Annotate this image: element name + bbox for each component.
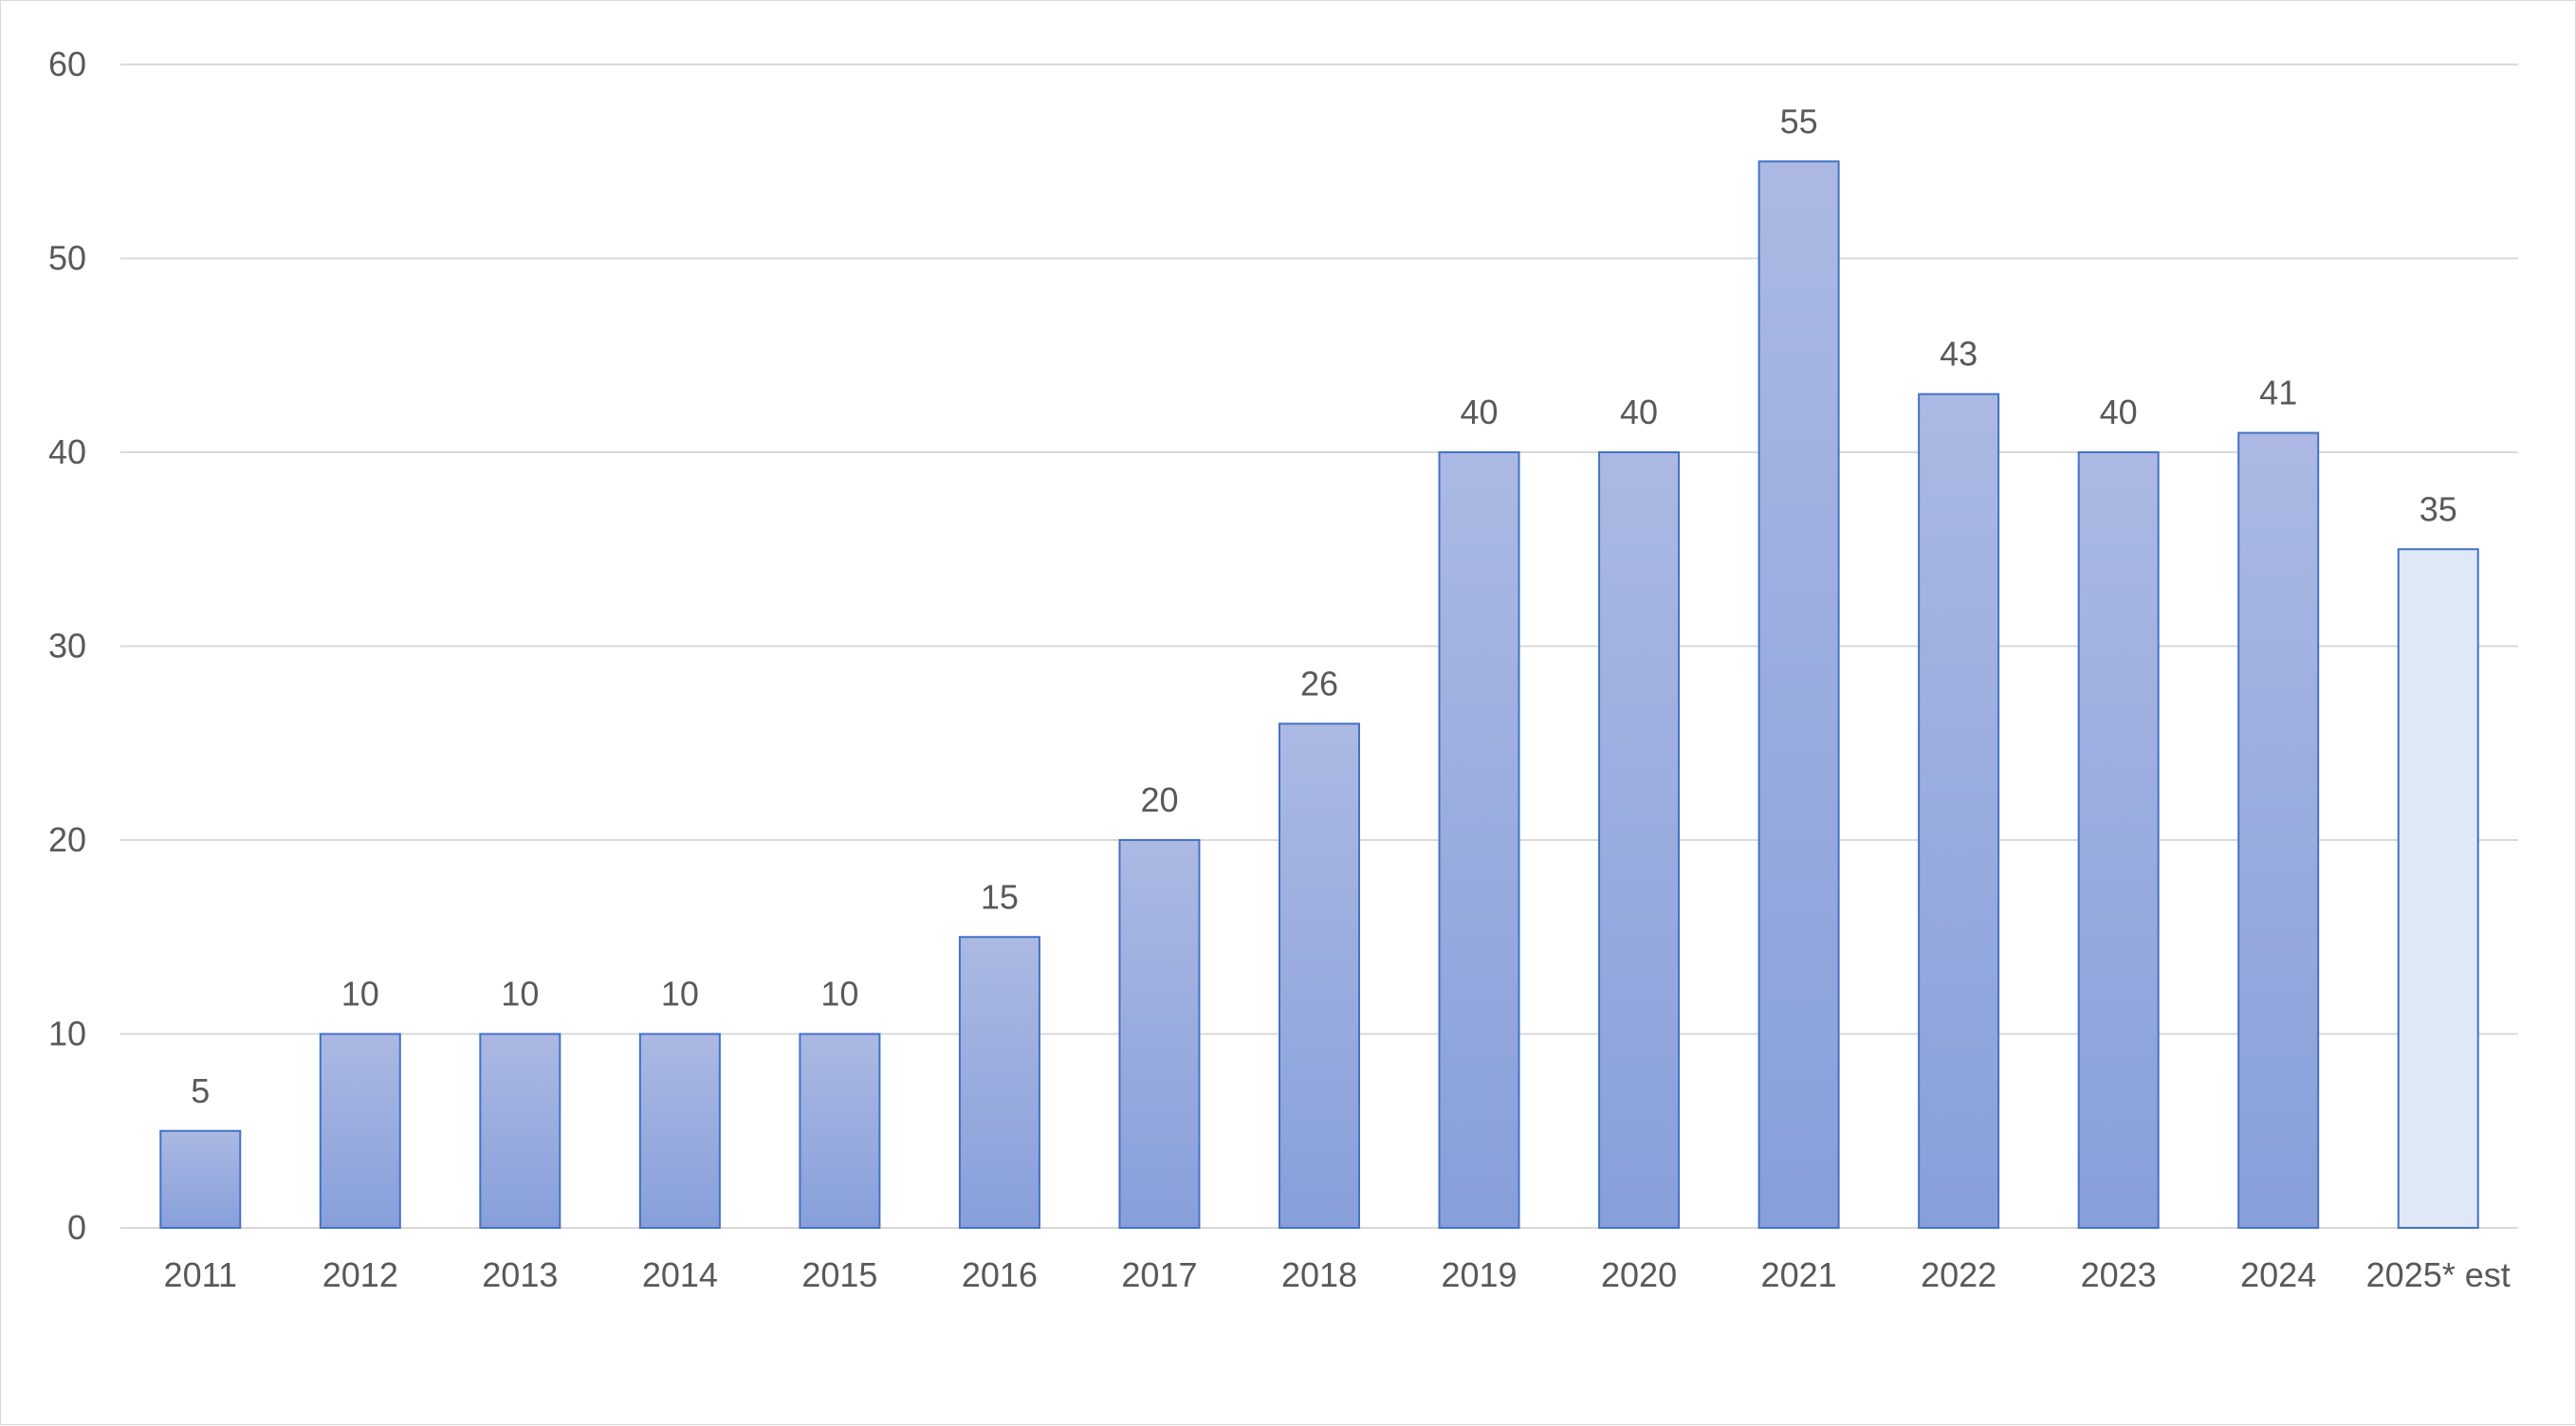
bar-2014 (638, 1033, 721, 1229)
y-tick-label-30: 30 (48, 627, 86, 666)
data-label-2020: 40 (1620, 393, 1658, 431)
data-label-2023: 40 (2100, 393, 2138, 431)
x-category-label-2017: 2017 (1121, 1255, 1197, 1294)
y-tick-label-60: 60 (48, 45, 86, 83)
data-label-2021: 55 (1780, 101, 1818, 140)
y-tick-label-40: 40 (48, 432, 86, 471)
x-category-label-2023: 2023 (2081, 1255, 2157, 1294)
y-axis-tick-labels: 0 10 20 30 40 50 60 (48, 45, 86, 1247)
data-label-2019: 40 (1461, 393, 1499, 431)
data-label-2016: 15 (981, 877, 1019, 916)
data-label-2017: 20 (1140, 780, 1178, 819)
data-label-2011: 5 (191, 1071, 210, 1110)
x-category-label-2011: 2011 (164, 1255, 237, 1294)
data-label-2022: 43 (1940, 335, 1978, 374)
x-axis-category-labels: 2011 2012 2013 2014 2015 2016 2017 2018 2019 2020… (164, 1255, 2511, 1294)
y-tick-label-50: 50 (48, 239, 86, 278)
data-label-2018: 26 (1300, 664, 1338, 703)
data-label-2024: 41 (2259, 374, 2297, 412)
bar-2015 (799, 1033, 881, 1229)
bar-2013 (479, 1033, 561, 1229)
x-category-label-2024: 2024 (2240, 1255, 2316, 1294)
x-category-label-2012: 2012 (322, 1255, 398, 1294)
x-category-label-2015: 2015 (801, 1255, 877, 1294)
x-category-label-2020: 2020 (1601, 1255, 1677, 1294)
bar-2020 (1598, 451, 1681, 1229)
x-category-label-2016: 2016 (962, 1255, 1038, 1294)
bar-2019 (1438, 451, 1520, 1229)
x-category-label-2013: 2013 (482, 1255, 558, 1294)
bar-2016 (958, 936, 1040, 1229)
x-category-label-2018: 2018 (1281, 1255, 1357, 1294)
y-tick-label-20: 20 (48, 820, 86, 859)
bar-2011 (159, 1129, 242, 1229)
bars (159, 160, 2479, 1229)
data-label-2015: 10 (820, 975, 858, 1014)
data-label-2025-est: 35 (2420, 489, 2457, 528)
x-category-label-2022: 2022 (1921, 1255, 1996, 1294)
bar-2021 (1757, 160, 1840, 1229)
x-category-label-2021: 2021 (1761, 1255, 1837, 1294)
bar-2024 (2237, 431, 2320, 1229)
x-category-label-2014: 2014 (642, 1255, 718, 1294)
data-label-2014: 10 (661, 975, 699, 1014)
bar-2017 (1118, 839, 1201, 1229)
x-category-label-2025-est: 2025* est (2366, 1255, 2511, 1294)
y-tick-label-0: 0 (67, 1208, 86, 1247)
y-tick-label-10: 10 (48, 1015, 86, 1053)
data-labels: 5 10 10 10 10 15 20 26 40 40 55 43 40 41 35 (191, 101, 2457, 1110)
bar-2012 (319, 1033, 401, 1229)
data-label-2012: 10 (341, 975, 379, 1014)
bar-2018 (1279, 722, 1360, 1229)
x-category-label-2019: 2019 (1441, 1255, 1517, 1294)
bar-2023 (2077, 451, 2160, 1229)
bar-2025-est (2397, 548, 2479, 1229)
bar-2022 (1918, 393, 2000, 1229)
data-label-2013: 10 (501, 975, 539, 1014)
